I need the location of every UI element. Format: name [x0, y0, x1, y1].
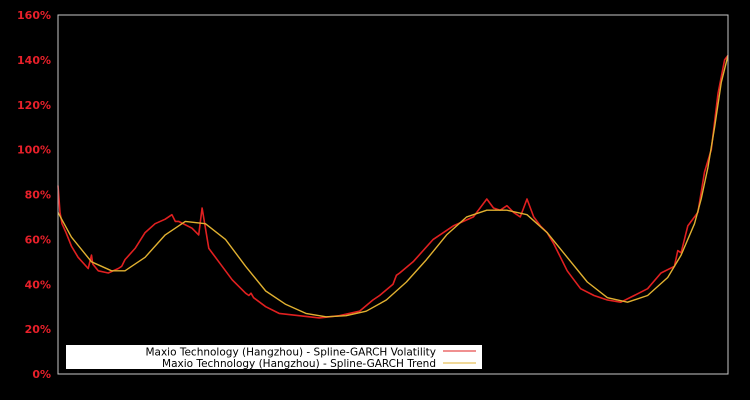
y-tick-label: 120%: [17, 99, 51, 112]
y-tick-label: 100%: [17, 144, 51, 157]
y-tick-label: 60%: [25, 233, 51, 246]
legend: Maxio Technology (Hangzhou) - Spline-GAR…: [66, 345, 482, 370]
y-axis-ticks: 0% 20% 40% 60% 80% 100% 120% 140% 160%: [17, 9, 51, 381]
series-lines: [57, 54, 729, 319]
y-tick-label: 140%: [17, 54, 51, 67]
y-tick-label: 80%: [25, 189, 51, 202]
legend-label-trend: Maxio Technology (Hangzhou) - Spline-GAR…: [162, 358, 436, 370]
legend-box: [66, 345, 482, 369]
trend-line: [57, 55, 729, 318]
plot-area-border: [57, 14, 729, 375]
volatility-line: [57, 54, 729, 319]
legend-label-volatility: Maxio Technology (Hangzhou) - Spline-GAR…: [145, 347, 436, 359]
y-tick-label: 0%: [32, 368, 51, 381]
y-tick-label: 160%: [17, 9, 51, 22]
y-tick-label: 20%: [25, 323, 51, 336]
y-tick-label: 40%: [25, 278, 51, 291]
